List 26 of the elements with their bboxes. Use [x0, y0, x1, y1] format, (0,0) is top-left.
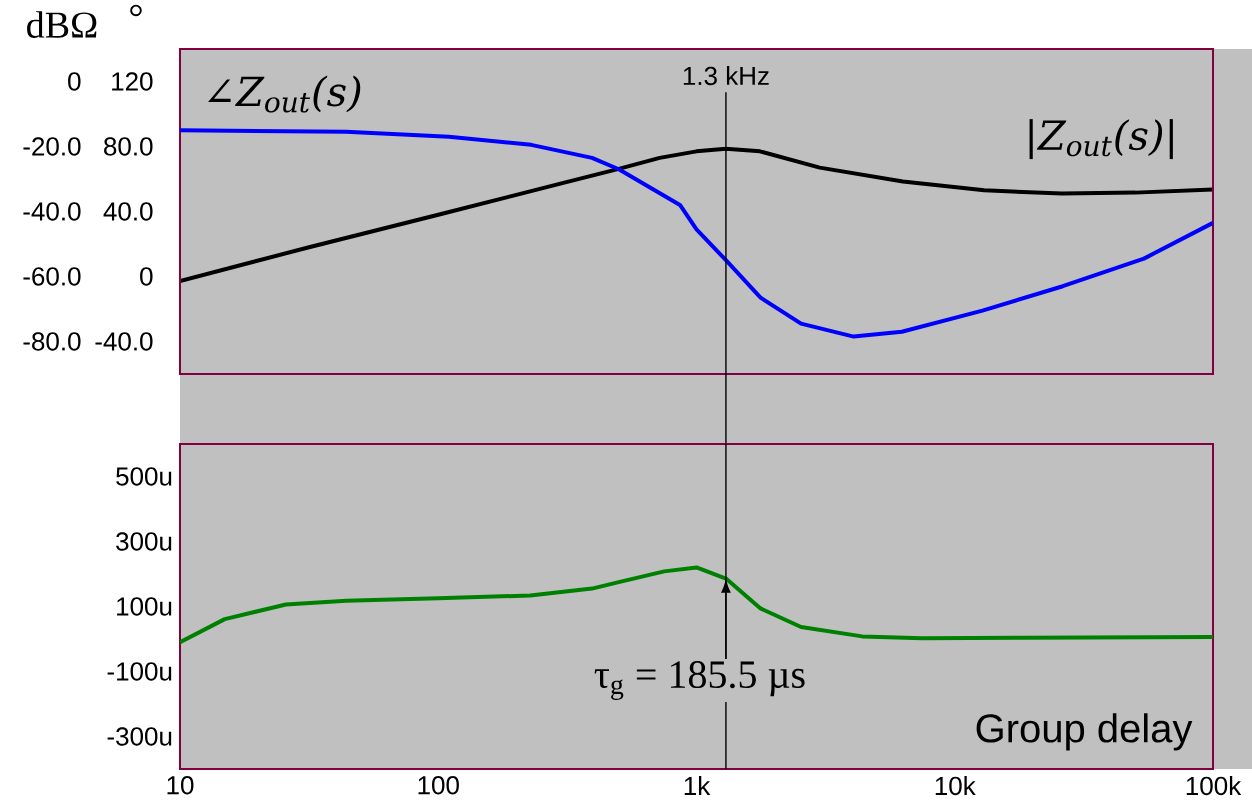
y2-tick-label: 120 [112, 72, 153, 91]
y-tick-label: 0 [68, 72, 81, 91]
y-tick-label: -80.0 [23, 332, 81, 351]
y-tick-label: 100u [117, 597, 172, 616]
ref-line-label: 1.3 kHz [683, 66, 769, 86]
x-tick-label: 10k [935, 776, 976, 796]
y-tick-label: -100u [107, 662, 172, 681]
x-tick-label: 100 [418, 776, 459, 795]
series-label: ∠Z$_{out}$(s) [208, 75, 361, 113]
y-tick-label: -20.0 [23, 137, 81, 156]
series-label: |Z$_{out}$(s)| [1029, 119, 1173, 160]
x-tick-label: 100k [1186, 776, 1242, 796]
x-tick-label: 10 [167, 776, 194, 795]
y2-axis-title: ° [130, 4, 142, 17]
y2-tick-label: -40.0 [95, 332, 153, 351]
annotation: τ$_{g}$ = 185.5 µs [594, 661, 805, 700]
x-tick-label: 1k [684, 776, 711, 795]
y-axis-title: dBΩ [27, 11, 97, 38]
y2-tick-label: 40.0 [103, 202, 153, 221]
y2-tick-label: 80.0 [104, 137, 153, 156]
text: Group delay [976, 713, 1193, 751]
y-tick-label: 500u [116, 467, 172, 486]
y-tick-label: -300u [107, 727, 172, 746]
y-tick-label: 300u [116, 532, 172, 551]
y-tick-label: -60.0 [23, 267, 81, 286]
y-tick-label: -40.0 [23, 202, 81, 221]
